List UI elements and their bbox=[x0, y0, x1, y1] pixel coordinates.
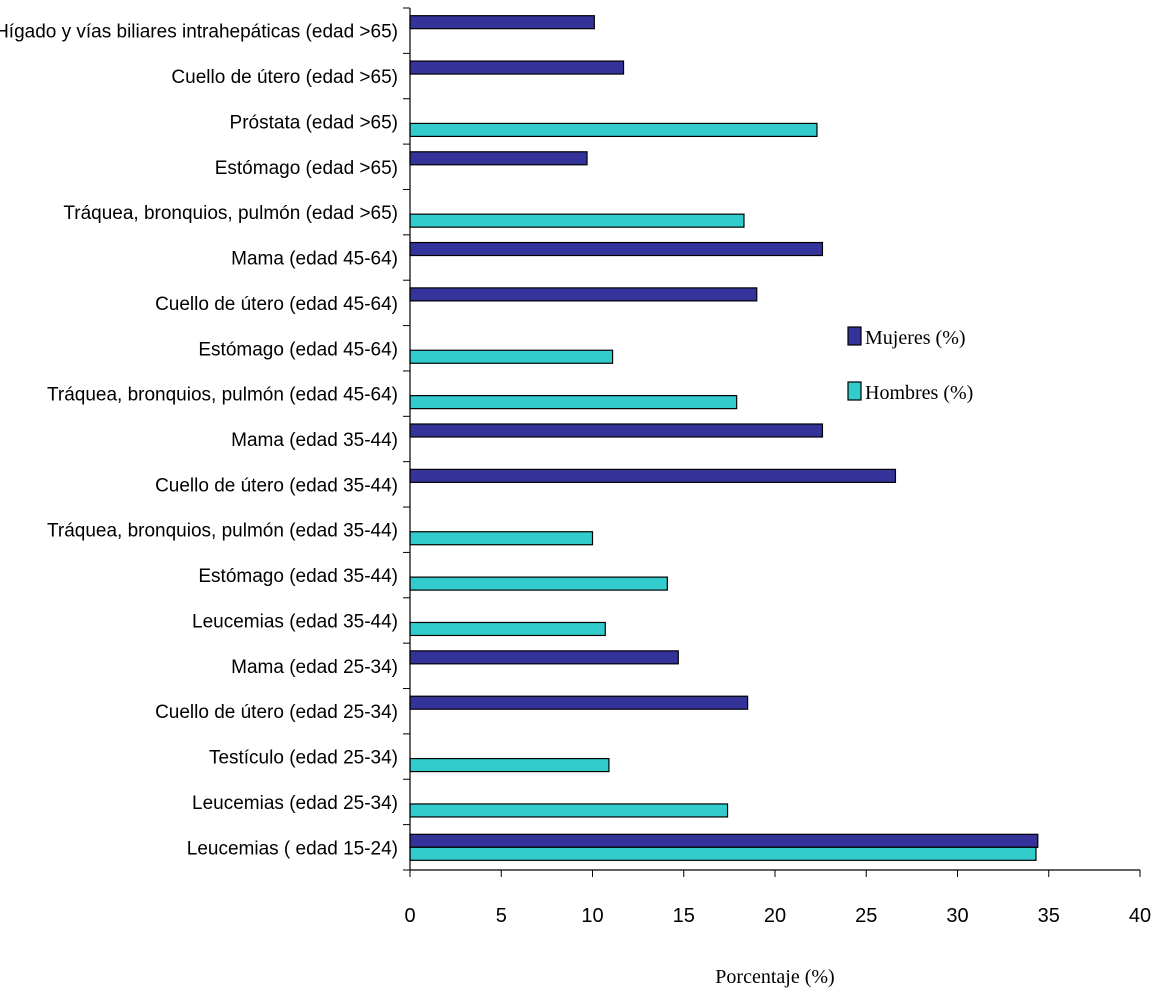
x-tick-label: 20 bbox=[764, 905, 786, 927]
bar-hombres-2 bbox=[409, 122, 818, 138]
bar-hombres-17 bbox=[409, 803, 729, 818]
category-label: Tráquea, bronquios, pulmón (edad >65) bbox=[63, 203, 398, 224]
category-label: Mama (edad 35-44) bbox=[231, 430, 398, 451]
category-label: Estómago (edad >65) bbox=[215, 158, 398, 179]
category-label: Tráquea, bronquios, pulmón (edad 45-64) bbox=[47, 385, 398, 406]
bar-hombres-4 bbox=[409, 213, 745, 228]
bar-mujeres-18 bbox=[409, 833, 1039, 848]
category-label: Próstata (edad >65) bbox=[230, 112, 398, 133]
bar-mujeres-0 bbox=[409, 15, 595, 30]
category-label: Leucemias (edad 25-34) bbox=[192, 793, 398, 814]
bar-mujeres-14 bbox=[409, 650, 679, 665]
legend-label-mujeres: Mujeres (%) bbox=[865, 327, 966, 349]
x-tick-label: 40 bbox=[1129, 905, 1151, 927]
category-label: Estómago (edad 35-44) bbox=[198, 566, 398, 587]
category-label: Tráquea, bronquios, pulmón (edad 35-44) bbox=[47, 521, 398, 542]
bar-mujeres-1 bbox=[409, 60, 625, 75]
legend-swatch-hombres bbox=[847, 381, 862, 401]
tick-labels: 0 5 10 15 20 25 30 35 40 bbox=[404, 905, 1151, 927]
bar-hombres-8 bbox=[409, 395, 738, 410]
x-tick-label: 25 bbox=[855, 905, 877, 927]
x-tick-label: 30 bbox=[946, 905, 968, 927]
category-labels: Hígado y vías biliares intrahepáticas (e… bbox=[0, 22, 398, 860]
category-label: Leucemias ( edad 15-24) bbox=[187, 838, 398, 859]
bar-mujeres-10 bbox=[409, 468, 897, 483]
bars-layer bbox=[409, 15, 1039, 861]
bar-mujeres-15 bbox=[409, 695, 749, 710]
axes-layer bbox=[403, 7, 1141, 877]
bar-mujeres-3 bbox=[409, 151, 588, 166]
category-label: Cuello de útero (edad 45-64) bbox=[155, 294, 398, 315]
bar-hombres-18 bbox=[409, 846, 1037, 861]
legend-label-hombres: Hombres (%) bbox=[865, 382, 973, 404]
bar-mujeres-5 bbox=[409, 241, 824, 257]
x-tick-label: 10 bbox=[581, 905, 603, 927]
bar-hombres-16 bbox=[409, 757, 610, 773]
legend: Mujeres (%) Hombres (%) bbox=[847, 326, 973, 404]
category-label: Mama (edad 25-34) bbox=[231, 657, 398, 678]
category-label: Cuello de útero (edad >65) bbox=[171, 67, 398, 88]
category-label: Cuello de útero (edad 25-34) bbox=[155, 702, 398, 723]
bar-hombres-12 bbox=[409, 576, 668, 591]
x-axis-title: Porcentaje (%) bbox=[715, 966, 834, 988]
category-label: Mama (edad 45-64) bbox=[231, 249, 398, 270]
x-tick-label: 0 bbox=[404, 905, 415, 927]
bar-hombres-13 bbox=[409, 621, 606, 637]
category-label: Cuello de útero (edad 35-44) bbox=[155, 475, 398, 496]
category-label: Testículo (edad 25-34) bbox=[209, 748, 398, 769]
category-label: Estómago (edad 45-64) bbox=[198, 339, 398, 360]
bar-mujeres-6 bbox=[409, 287, 758, 302]
x-tick-label: 35 bbox=[1038, 905, 1060, 927]
legend-swatch-mujeres bbox=[847, 326, 862, 346]
bar-hombres-7 bbox=[409, 349, 614, 364]
x-tick-label: 15 bbox=[673, 905, 695, 927]
category-label: Hígado y vías biliares intrahepáticas (e… bbox=[0, 22, 398, 43]
bar-hombres-11 bbox=[409, 531, 594, 546]
category-label: Leucemias (edad 35-44) bbox=[192, 611, 398, 632]
bar-mujeres-9 bbox=[409, 423, 824, 438]
x-tick-label: 5 bbox=[496, 905, 507, 927]
